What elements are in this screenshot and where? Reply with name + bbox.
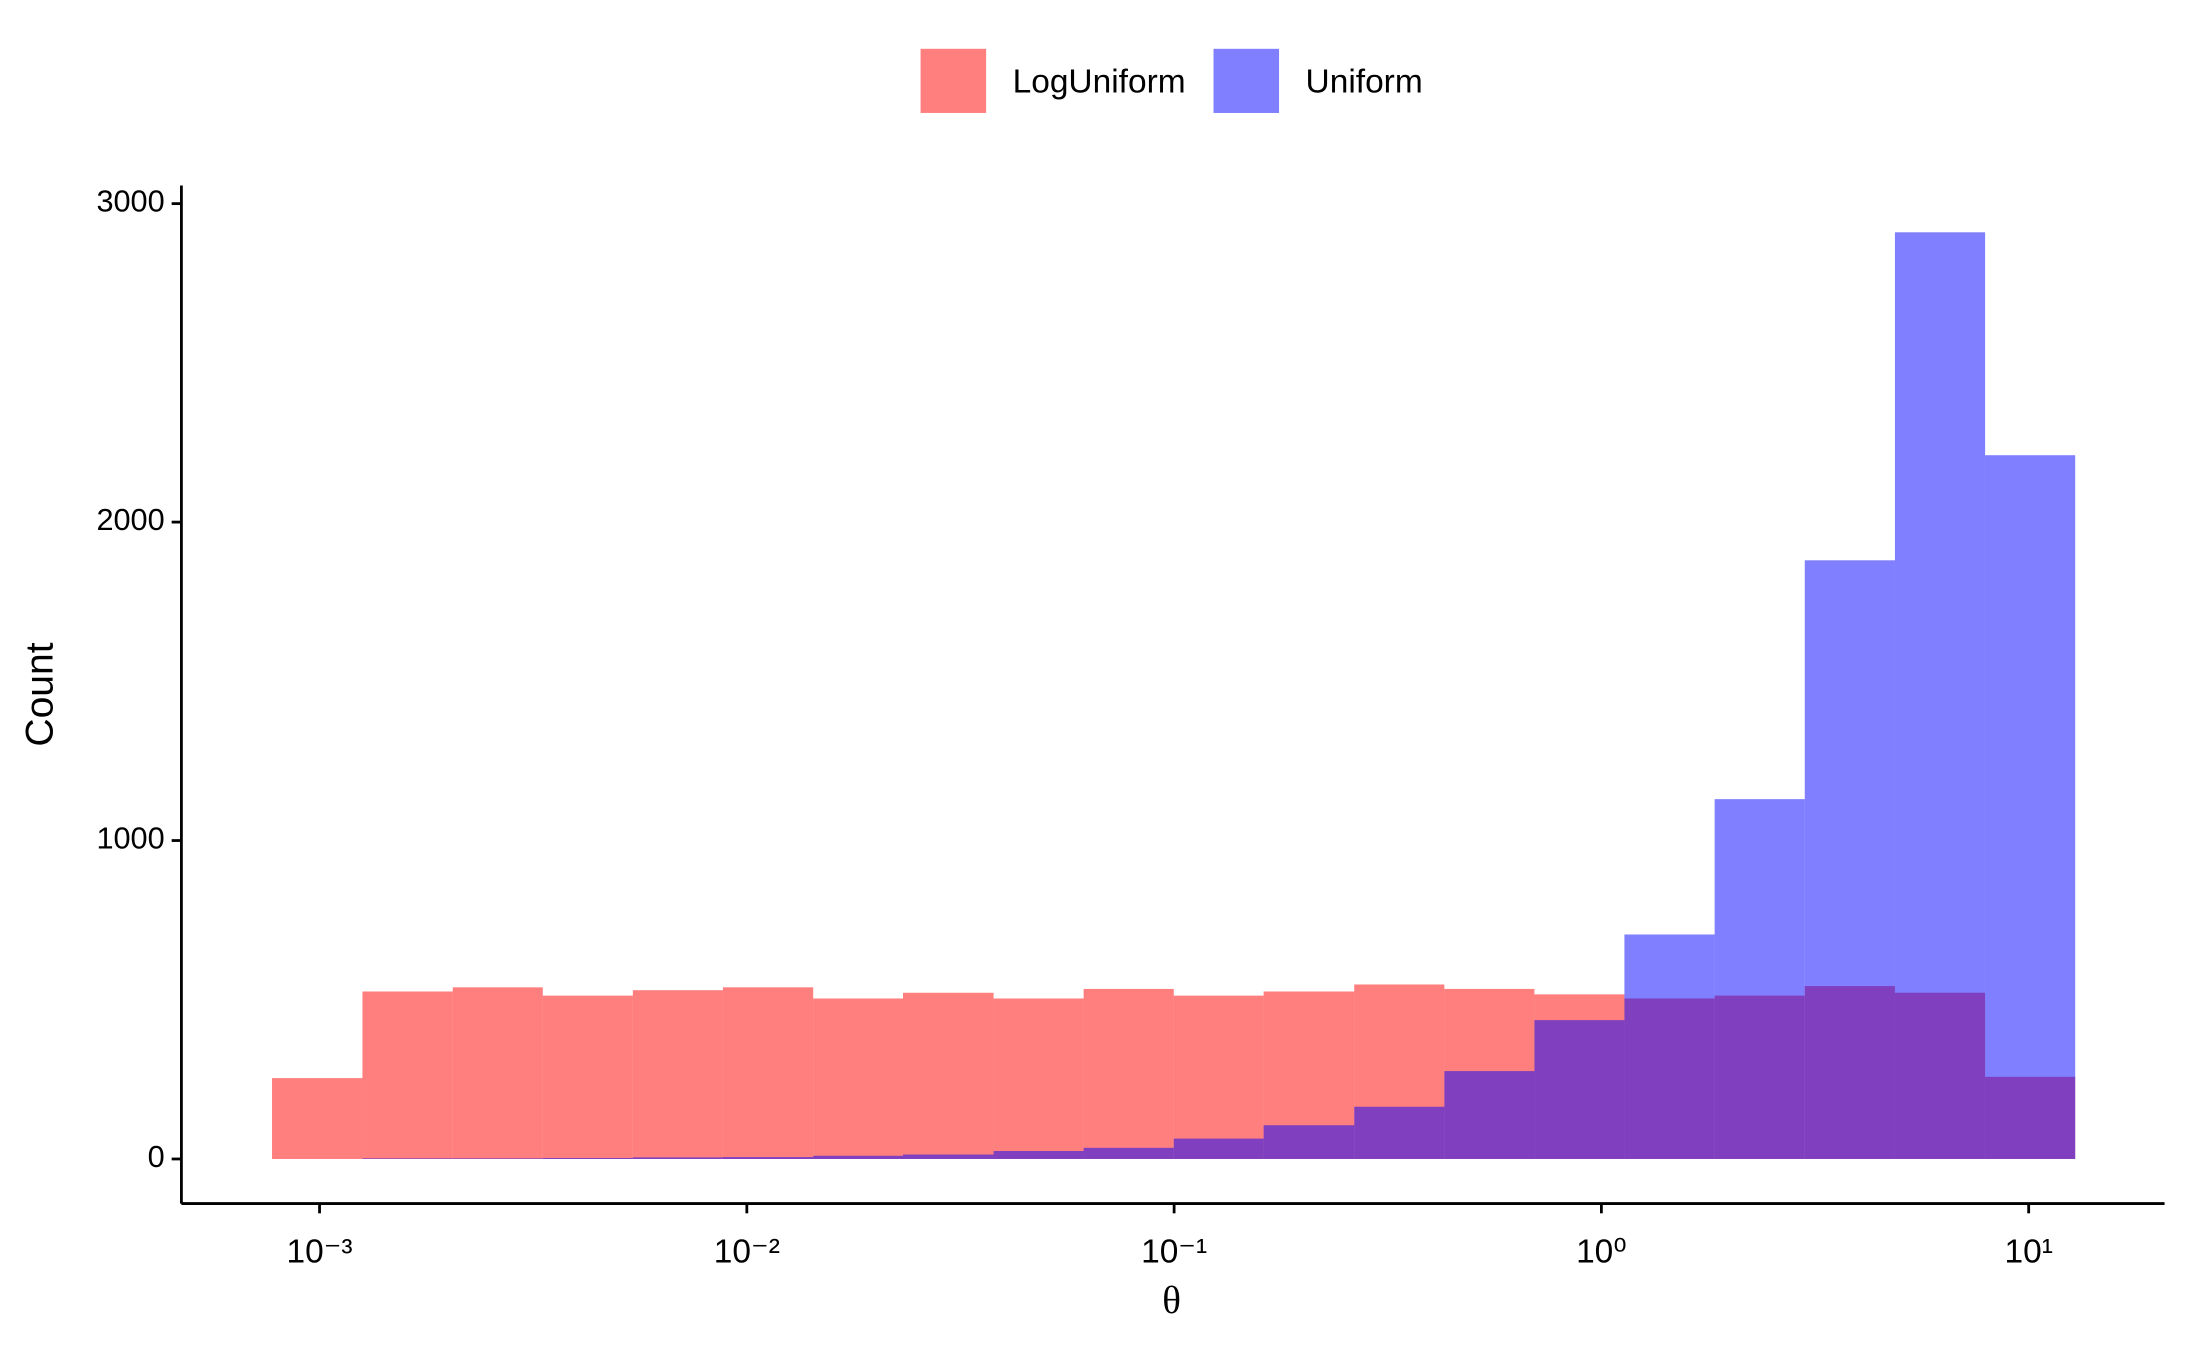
bar	[813, 998, 904, 1159]
bar	[903, 992, 994, 1159]
bar	[542, 1158, 633, 1159]
bar	[632, 990, 723, 1159]
bar	[1173, 1138, 1264, 1159]
bar	[1263, 1125, 1355, 1159]
y-tick-label: 0	[148, 1139, 165, 1174]
legend-label: LogUniform	[1013, 64, 1186, 101]
bar	[632, 1157, 723, 1159]
bar	[993, 998, 1084, 1159]
bar	[1354, 1106, 1445, 1159]
x-tick-label: 10⁻²	[714, 1234, 780, 1271]
y-tick-label: 3000	[96, 184, 164, 219]
bar	[452, 1158, 543, 1159]
bar	[1083, 1147, 1174, 1159]
x-axis-title: θ	[1162, 1279, 1181, 1322]
legend-label: Uniform	[1306, 64, 1423, 101]
bar	[542, 995, 633, 1159]
bar	[362, 991, 453, 1159]
bar	[1894, 232, 1986, 1159]
bar	[1714, 799, 1805, 1159]
bar	[722, 987, 814, 1159]
x-tick-label: 10⁻³	[287, 1234, 353, 1271]
bar	[272, 1078, 363, 1159]
bar	[452, 987, 543, 1159]
x-tick-label: 10¹	[2004, 1234, 2052, 1271]
bar	[813, 1155, 904, 1159]
bar	[1083, 988, 1174, 1159]
legend-key	[1213, 48, 1280, 113]
bar	[1985, 455, 2076, 1159]
bar	[903, 1154, 994, 1159]
bar	[1804, 560, 1895, 1159]
bar	[1534, 1020, 1625, 1159]
y-tick-label: 2000	[96, 502, 164, 537]
x-tick-label: 10⁰	[1576, 1234, 1627, 1271]
bar	[1444, 1071, 1535, 1159]
legend-key	[920, 48, 987, 113]
bar	[722, 1157, 814, 1159]
bar	[362, 1158, 453, 1159]
bar	[1173, 995, 1264, 1159]
y-axis-title: Count	[18, 642, 61, 746]
y-tick-label: 1000	[96, 821, 164, 856]
x-tick-label: 10⁻¹	[1141, 1234, 1207, 1271]
bar	[993, 1151, 1084, 1159]
bar	[1624, 934, 1715, 1159]
